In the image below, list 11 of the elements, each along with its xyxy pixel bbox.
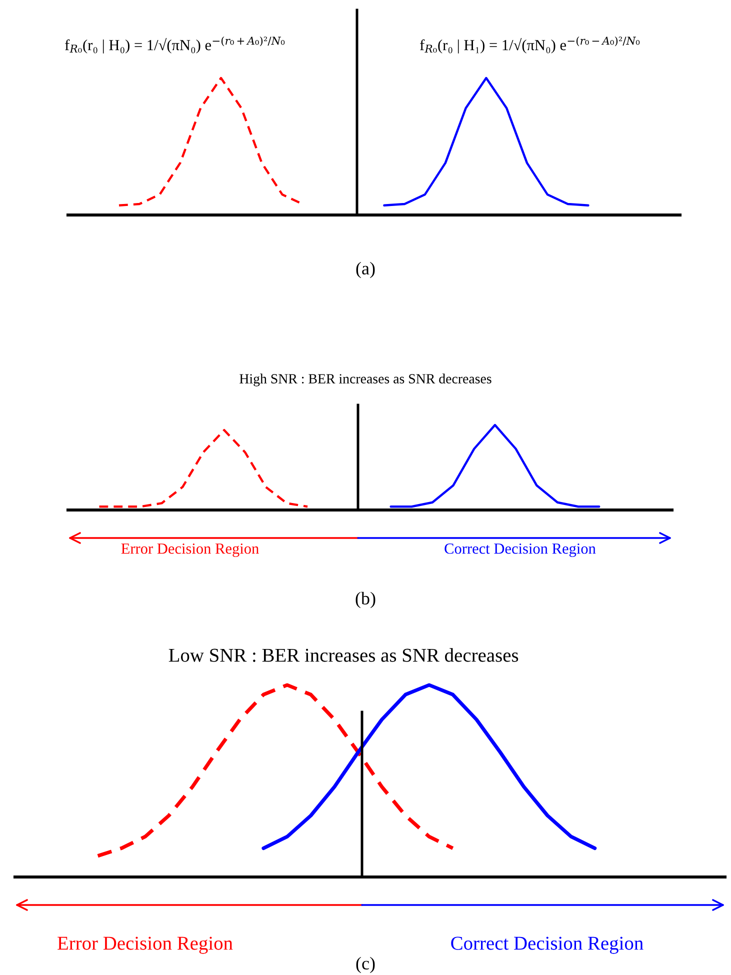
text: Correct Decision Region	[451, 936, 644, 954]
text: (b)	[356, 592, 376, 608]
text: Error Decision Region	[121, 544, 259, 557]
text: f$_{R₀}$(r₀ | H₁) = 1/√(πN₀) e$^{−(r₀−A₀)²/N₀}$	[420, 36, 640, 54]
text: (a)	[356, 262, 375, 278]
text: Error Decision Region	[58, 936, 233, 954]
chart-title: Low SNR : BER increases as SNR decreases	[168, 648, 518, 662]
text: Correct Decision Region	[444, 544, 596, 557]
chart-title: High SNR : BER increases as SNR decreases	[240, 374, 492, 386]
text: (c)	[356, 956, 375, 974]
text: f$_{R₀}$(r₀ | H₀) = 1/√(πN₀) e$^{−(r₀+A₀)²/N₀}$	[65, 36, 285, 54]
